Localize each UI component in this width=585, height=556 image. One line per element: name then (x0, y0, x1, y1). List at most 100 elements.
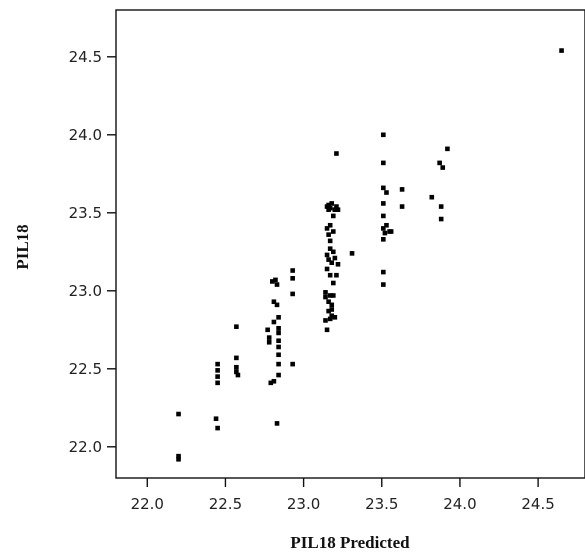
data-point (268, 380, 274, 386)
data-point (271, 299, 277, 305)
data-point (327, 246, 333, 251)
data-point (270, 279, 275, 284)
x-tick-label: 22.0 (131, 495, 164, 513)
data-point (381, 201, 386, 206)
data-point (324, 226, 330, 231)
data-point (331, 213, 336, 219)
data-point (381, 282, 386, 287)
data-point (399, 187, 405, 192)
data-point (384, 190, 389, 195)
data-point (349, 251, 355, 256)
data-point (176, 411, 181, 417)
data-point (271, 319, 277, 325)
y-tick-label: 24.0 (69, 126, 102, 144)
data-point (329, 302, 335, 308)
data-point (290, 291, 295, 297)
data-point (332, 315, 338, 320)
y-axis: 22.0 22.5 23.0 23.5 24.0 24.5 (69, 48, 116, 456)
data-point (215, 374, 220, 379)
data-point (335, 261, 341, 267)
data-point (273, 277, 278, 283)
data-point (327, 238, 333, 244)
data-point (266, 335, 272, 340)
data-point (331, 280, 336, 286)
data-point (215, 425, 220, 431)
data-point (438, 216, 444, 222)
data-point (266, 339, 272, 345)
data-point (290, 268, 295, 273)
data-point (274, 421, 280, 426)
data-point (276, 338, 281, 344)
data-point (381, 185, 386, 191)
data-point (329, 313, 335, 319)
y-tick-label: 23.0 (69, 282, 102, 300)
data-point (326, 232, 331, 237)
data-point (274, 282, 280, 287)
data-point (329, 260, 335, 266)
data-point (381, 269, 386, 275)
data-point (215, 361, 220, 367)
data-point (332, 207, 338, 212)
data-point (331, 249, 336, 255)
x-tick-label: 23.0 (287, 495, 320, 513)
data-point (329, 201, 335, 206)
data-point (559, 48, 564, 53)
data-point (331, 293, 336, 298)
data-point (437, 160, 442, 166)
data-point (334, 204, 339, 209)
data-point (324, 252, 330, 258)
data-points (176, 48, 564, 462)
data-point (332, 255, 338, 261)
x-axis-title: PIL18 Predicted (290, 533, 410, 552)
data-point (334, 151, 339, 156)
x-tick-label: 23.5 (365, 495, 398, 513)
data-point (334, 272, 339, 278)
data-point (327, 316, 333, 322)
data-point (327, 272, 333, 278)
data-point (176, 453, 181, 459)
data-point (234, 364, 239, 370)
data-point (276, 325, 281, 331)
x-tick-label: 24.5 (521, 495, 554, 513)
data-point (326, 257, 331, 262)
data-point (324, 327, 330, 333)
x-axis: 22.0 22.5 23.0 23.5 24.0 24.5 (131, 478, 555, 513)
plot-frame (115, 9, 585, 479)
data-point (327, 205, 333, 211)
data-point (326, 202, 331, 208)
data-point (276, 352, 281, 358)
data-point (438, 204, 444, 209)
data-point (276, 361, 281, 367)
data-point (440, 165, 446, 170)
data-point (234, 369, 239, 375)
data-point (213, 416, 219, 422)
data-point (276, 315, 281, 320)
data-point (382, 230, 388, 236)
data-point (276, 372, 281, 378)
data-point (324, 266, 330, 272)
data-point (265, 327, 270, 333)
y-tick-label: 24.5 (69, 48, 102, 66)
data-point (176, 456, 181, 462)
data-point (384, 222, 389, 228)
data-point (381, 160, 386, 166)
data-point (290, 361, 295, 367)
data-point (381, 132, 386, 138)
data-point (323, 294, 328, 300)
y-tick-label: 22.5 (69, 360, 102, 378)
data-point (235, 372, 241, 378)
y-tick-label: 22.0 (69, 438, 102, 456)
data-point (323, 290, 328, 295)
x-tick-label: 22.5 (209, 495, 242, 513)
data-point (274, 302, 280, 308)
data-point (331, 229, 336, 234)
data-point (381, 213, 386, 219)
data-point (276, 344, 281, 350)
data-point (335, 207, 341, 212)
data-point (323, 318, 328, 323)
data-point (234, 324, 239, 329)
data-point (399, 204, 405, 209)
data-point (327, 293, 333, 298)
data-point (276, 330, 281, 336)
